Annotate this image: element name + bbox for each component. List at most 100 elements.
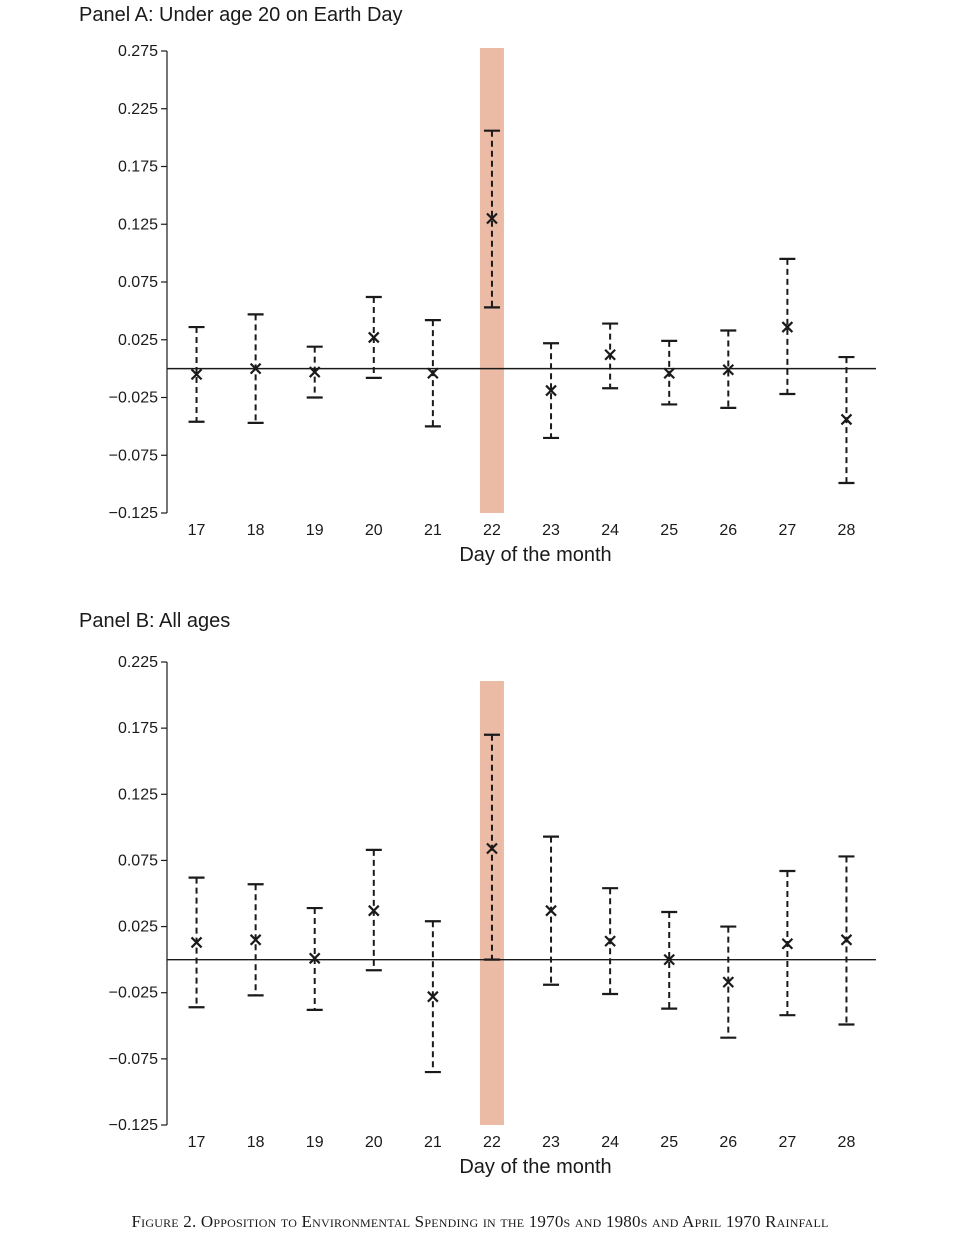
point-estimate-day-22 (486, 842, 498, 855)
error-bar-day-21 (424, 920, 441, 1074)
y-tick-label: −0.075 (109, 447, 158, 464)
x-tick-label: 22 (483, 522, 501, 539)
y-tick-label: 0.225 (118, 101, 158, 118)
error-bar-day-17 (188, 325, 205, 423)
panel-b-chart: 0.225 0.175 0.125 0.075 0.025 −0.025 −0.075 −0.… (109, 654, 876, 1178)
marker-stroke (308, 366, 321, 378)
point-estimate-day-21 (427, 990, 439, 1003)
x-axis-label: Day of the month (459, 544, 611, 566)
x-tick-label: 26 (719, 522, 737, 539)
panel-a-chart: 0.275 0.225 0.175 0.125 0.075 0.025 −0.025 −0.0… (109, 43, 876, 566)
x-tick-label: 27 (778, 1134, 796, 1151)
y-tick-label: 0.075 (118, 274, 158, 291)
marker-stroke (604, 935, 616, 947)
error-bar-day-24 (602, 887, 619, 996)
x-tick-label: 23 (542, 1134, 560, 1151)
point-estimate-day-18 (249, 934, 262, 946)
error-bar-day-26 (720, 925, 737, 1039)
point-estimate-day-27 (781, 321, 794, 333)
point-estimate-day-23 (545, 904, 557, 917)
marker-stroke (427, 367, 439, 380)
error-bar-day-27 (779, 257, 796, 396)
panel-a-title: Panel A: Under age 20 on Earth Day (79, 4, 403, 26)
error-bar-day-23 (543, 835, 560, 986)
error-bar-day-19 (306, 345, 323, 399)
error-bar-day-27 (779, 869, 796, 1017)
x-tick-label: 17 (188, 1134, 206, 1151)
error-bar-day-25 (661, 910, 678, 1010)
error-bar-day-19 (306, 906, 323, 1012)
error-bar-day-17 (188, 876, 205, 1009)
x-tick-label: 19 (306, 1134, 324, 1151)
point-estimate-day-24 (604, 935, 616, 947)
x-tick-label: 22 (483, 1134, 501, 1151)
y-tick-label: −0.025 (109, 985, 158, 1002)
marker-stroke (781, 937, 794, 950)
marker-stroke (427, 990, 439, 1003)
point-estimate-day-24 (604, 348, 616, 361)
marker-stroke (840, 934, 853, 946)
x-tick-label: 18 (247, 1134, 265, 1151)
marker-stroke (722, 364, 735, 376)
y-tick-label: −0.125 (109, 1117, 158, 1134)
point-estimate-day-20 (368, 331, 380, 344)
error-bar-day-28 (838, 355, 855, 485)
marker-stroke (781, 321, 794, 333)
marker-stroke (368, 904, 380, 917)
y-tick-label: −0.125 (109, 505, 158, 522)
x-tick-label: 19 (306, 522, 324, 539)
marker-stroke (545, 904, 557, 917)
error-bar-day-22 (483, 733, 500, 961)
marker-stroke (604, 348, 616, 361)
y-tick-label: 0.175 (118, 720, 158, 737)
point-estimate-day-25 (663, 953, 675, 966)
marker-stroke (840, 413, 853, 426)
point-estimate-day-25 (663, 367, 675, 380)
y-tick-label: 0.025 (118, 919, 158, 936)
error-bar-day-26 (720, 329, 737, 409)
error-bar-day-25 (661, 339, 678, 406)
error-bar-day-18 (247, 313, 264, 425)
error-bar-day-20 (365, 848, 382, 972)
x-axis-label: Day of the month (459, 1156, 611, 1178)
x-tick-label: 17 (188, 522, 206, 539)
marker-stroke (190, 368, 203, 381)
error-bar-day-18 (247, 883, 264, 997)
highlight-band-day-22 (479, 48, 504, 513)
x-tick-label: 25 (660, 1134, 678, 1151)
x-tick-label: 20 (365, 522, 383, 539)
marker-stroke (249, 934, 262, 946)
y-tick-label: 0.025 (118, 332, 158, 349)
error-bar-day-22 (483, 129, 500, 309)
point-estimate-day-26 (722, 976, 735, 988)
marker-stroke (368, 331, 380, 344)
y-tick-label: −0.075 (109, 1051, 158, 1068)
error-bar-day-21 (424, 319, 441, 428)
marker-stroke (663, 953, 675, 966)
point-estimate-day-27 (781, 937, 794, 950)
error-bar-day-28 (838, 855, 855, 1026)
point-estimate-day-21 (427, 367, 439, 380)
marker-stroke (486, 212, 498, 225)
y-tick-label: 0.225 (118, 654, 158, 671)
marker-stroke (486, 842, 498, 855)
x-tick-label: 28 (838, 1134, 856, 1151)
marker-stroke (722, 976, 735, 988)
point-estimate-day-17 (190, 368, 203, 381)
point-estimate-day-18 (249, 362, 262, 375)
y-tick-label: 0.125 (118, 786, 158, 803)
y-tick-label: 0.275 (118, 43, 158, 60)
marker-stroke (545, 384, 557, 397)
marker-stroke (190, 936, 203, 949)
x-tick-label: 18 (247, 522, 265, 539)
point-estimate-day-28 (840, 413, 853, 426)
x-tick-label: 21 (424, 1134, 442, 1151)
point-estimate-day-22 (486, 212, 498, 225)
x-tick-label: 23 (542, 522, 560, 539)
x-tick-label: 21 (424, 522, 442, 539)
figure-caption: Figure 2. Opposition to Environmental Sp… (131, 1212, 829, 1231)
point-estimate-day-19 (308, 952, 321, 965)
y-tick-label: 0.175 (118, 159, 158, 176)
x-tick-label: 25 (660, 522, 678, 539)
x-tick-label: 28 (838, 522, 856, 539)
